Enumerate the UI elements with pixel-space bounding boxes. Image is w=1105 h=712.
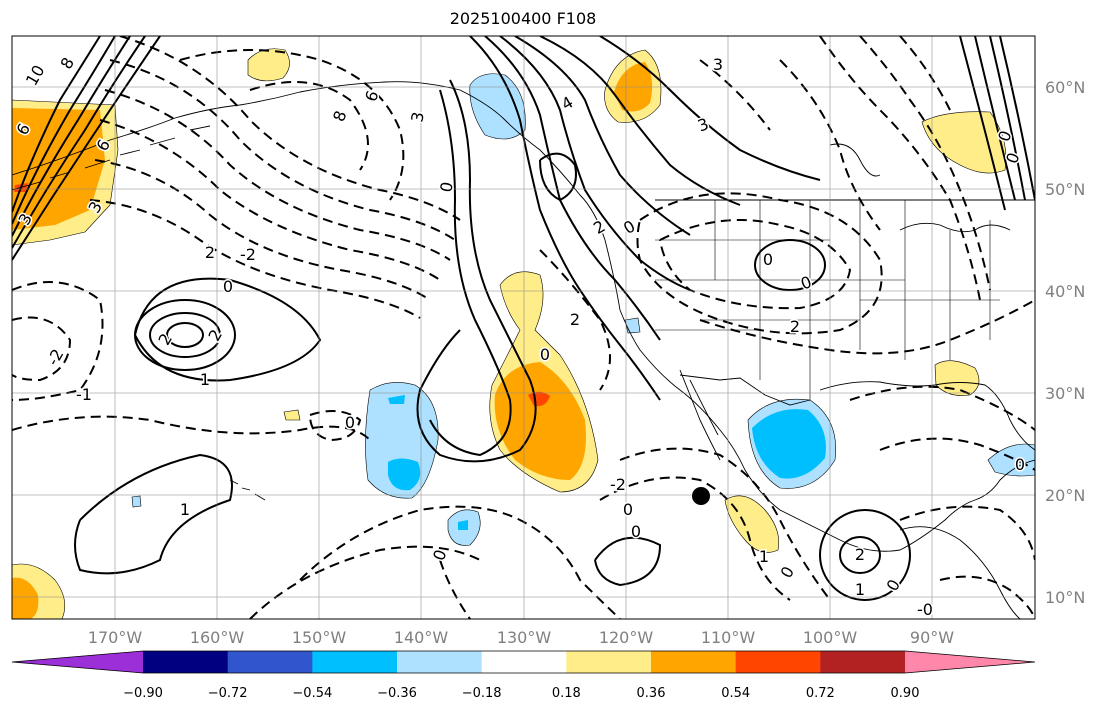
contour-label: -2	[240, 245, 256, 264]
storm-center-marker	[692, 487, 710, 505]
contour-label: 0	[763, 250, 773, 269]
contour-label: 2	[570, 310, 580, 329]
colorbar-extend-low	[12, 651, 143, 673]
baja	[679, 369, 721, 461]
lon-label: 170°W	[88, 628, 143, 647]
colorbar-segment	[651, 651, 737, 673]
colorbar-ticks: −0.90 −0.72 −0.54 −0.36 −0.18 0.18 0.36 0.54 0.7…	[123, 686, 919, 701]
alaska-coast	[12, 81, 1035, 552]
map-title: 2025100400 F108	[449, 9, 597, 28]
contour-lines	[12, 36, 1035, 601]
hudson	[829, 143, 881, 177]
contour-lines-negative	[12, 36, 1035, 619]
contour-label: 2	[205, 243, 215, 262]
anomaly-lightblue-east	[987, 443, 1035, 477]
central-america	[899, 526, 1021, 619]
lon-label: 110°W	[701, 628, 756, 647]
contour-label: -1	[76, 385, 92, 404]
colorbar-segment	[312, 651, 398, 673]
lat-axis: 60°N 50°N 40°N 30°N 20°N 10°N	[1045, 78, 1085, 607]
lon-label: 90°W	[910, 628, 954, 647]
map-frame	[11, 35, 1036, 620]
colorbar-segment	[397, 651, 483, 673]
contour-label: 0	[623, 500, 633, 519]
colorbar-segment	[820, 651, 906, 673]
colorbar-outline	[11, 650, 1036, 674]
state-lines	[655, 200, 1000, 400]
lat-label: 40°N	[1045, 282, 1085, 301]
anomaly-blue-mexico	[752, 409, 826, 479]
contour-label: 1	[200, 370, 210, 389]
lon-label: 150°W	[292, 628, 347, 647]
colorbar-tick-label: 0.36	[637, 686, 666, 701]
contour-label: 1	[180, 500, 190, 519]
lon-axis: 170°W 160°W 150°W 140°W 130°W 120°W 110°…	[88, 628, 954, 647]
colorbar-segment	[227, 651, 313, 673]
lat-label: 50°N	[1045, 180, 1085, 199]
lat-label: 20°N	[1045, 486, 1085, 505]
colorbar-segment	[735, 651, 821, 673]
contour-label: 0	[223, 277, 233, 296]
contour-label: 3	[407, 110, 427, 123]
contour-label: -0	[917, 600, 933, 619]
colorbar-tick-label: −0.36	[377, 686, 417, 701]
gulf-coast	[819, 381, 1035, 451]
aleutians	[12, 125, 211, 191]
contour-label: 0	[436, 180, 456, 193]
coastlines	[12, 81, 1035, 619]
lat-label: 60°N	[1045, 78, 1085, 97]
colorbar-extend-high	[905, 651, 1035, 673]
colorbar-segment	[566, 651, 652, 673]
contour-label: 1	[855, 580, 865, 599]
anomaly-yellow-110w	[724, 495, 779, 553]
gridlines	[12, 36, 1035, 619]
colorbar-tick-label: 0.90	[891, 686, 920, 701]
contour-label: 0	[345, 413, 355, 432]
colorbar-tick-label: 0.54	[721, 686, 750, 701]
colorbar-tick-label: −0.90	[123, 686, 163, 701]
lon-label: 140°W	[394, 628, 449, 647]
colorbar-segment	[143, 651, 229, 673]
lon-label: 160°W	[190, 628, 245, 647]
contour-label: -2	[610, 475, 626, 494]
contour-label: 3	[713, 55, 723, 74]
contour-label: 0	[540, 345, 550, 364]
lon-label: 130°W	[497, 628, 552, 647]
colorbar-tick-label: 0.72	[806, 686, 835, 701]
great-lakes	[899, 222, 1011, 233]
anomaly-blue-140w	[388, 458, 421, 491]
colorbar	[11, 650, 1036, 674]
lon-label: 120°W	[599, 628, 654, 647]
contour-label: 1	[759, 547, 769, 566]
contour-label: 0	[1015, 455, 1025, 474]
contour-label: 0	[631, 522, 641, 541]
lat-label: 10°N	[1045, 588, 1085, 607]
colorbar-segment	[481, 651, 567, 673]
colorbar-tick-label: 0.18	[552, 686, 581, 701]
colorbar-tick-label: −0.18	[462, 686, 502, 701]
colorbar-tick-label: −0.72	[208, 686, 248, 701]
colorbar-tick-label: −0.54	[292, 686, 332, 701]
contour-label: 2	[790, 317, 800, 336]
anomaly-lightblue-alaska	[469, 73, 526, 140]
us-mexico-border	[679, 374, 811, 406]
lat-label: 30°N	[1045, 384, 1085, 403]
contour-label: 2	[855, 545, 865, 564]
lon-label: 100°W	[803, 628, 858, 647]
